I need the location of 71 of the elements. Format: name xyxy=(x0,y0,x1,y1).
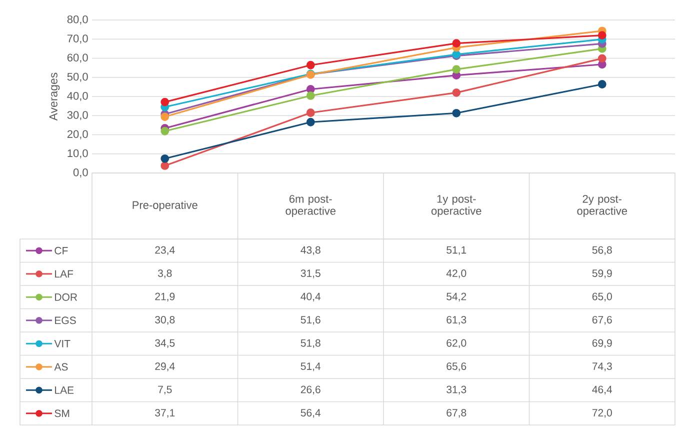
x-tick-label: 2y post-operactive xyxy=(577,195,628,217)
point xyxy=(160,154,170,163)
y-tick-label: 0,0 xyxy=(73,168,88,178)
point xyxy=(306,118,315,126)
y-tick-label: 70,0 xyxy=(67,34,88,44)
data-label: 54,2 xyxy=(446,292,466,302)
data-label: 40,4 xyxy=(300,292,321,302)
data-label: 56,4 xyxy=(300,409,321,418)
legend-label: LAE xyxy=(55,386,74,394)
data-label: 65,0 xyxy=(592,292,612,302)
y-tick-label: 10,0 xyxy=(68,149,88,158)
point xyxy=(306,60,315,70)
y-tick-label: 20,0 xyxy=(67,130,88,140)
y-tick-label: 80,0 xyxy=(67,15,88,25)
x-tick-label: Pre-operative xyxy=(132,200,198,212)
y-tick-label: 50,0 xyxy=(67,72,88,82)
legend-label: EGS xyxy=(55,316,76,324)
data-label: 67,8 xyxy=(446,409,466,418)
data-label: 31,5 xyxy=(300,270,320,278)
legend-label: LAF xyxy=(55,270,74,278)
point xyxy=(598,54,606,63)
data-label: 51,1 xyxy=(446,246,466,255)
data-label: 31,3 xyxy=(446,386,466,394)
data-label: 56,8 xyxy=(592,246,612,255)
point xyxy=(452,108,461,118)
x-tick-label: 6m post-operactive xyxy=(286,195,336,217)
point xyxy=(306,108,315,117)
data-label: 26,6 xyxy=(300,386,320,394)
data-label: 29,4 xyxy=(155,362,175,372)
point xyxy=(452,65,461,74)
point xyxy=(598,31,606,40)
data-label: 37,1 xyxy=(155,409,175,418)
data-label: 51,4 xyxy=(300,362,321,372)
point xyxy=(452,39,461,48)
data-label: 51,8 xyxy=(300,339,320,348)
data-label: 46,4 xyxy=(592,386,612,394)
point xyxy=(452,88,461,97)
point xyxy=(306,92,315,100)
legend-label: AS xyxy=(54,363,68,371)
point xyxy=(160,112,170,121)
data-label: 30,8 xyxy=(155,316,175,325)
data-label: 42,0 xyxy=(446,270,466,278)
legend-label: SM xyxy=(54,410,70,418)
data-label: 43,8 xyxy=(300,246,320,255)
legend-label: VIT xyxy=(54,340,70,348)
data-label: 62,0 xyxy=(446,339,466,348)
legend-label: CF xyxy=(54,246,68,254)
data-label: 67,6 xyxy=(592,316,612,325)
data-label: 72,0 xyxy=(592,409,612,418)
legend-label: DOR xyxy=(55,293,78,301)
data-label: 69,9 xyxy=(592,339,612,348)
y-tick-label: 40,0 xyxy=(67,92,88,102)
point xyxy=(160,162,170,170)
data-label: 74,3 xyxy=(592,362,612,372)
data-label: 59,9 xyxy=(592,270,612,278)
data-label: 3,8 xyxy=(158,270,172,278)
y-tick-label: 30,0 xyxy=(67,111,88,120)
data-label: 61,3 xyxy=(446,316,466,325)
data-label: 21,9 xyxy=(155,292,175,302)
y-axis-title: Averages xyxy=(49,72,60,121)
point xyxy=(598,80,606,88)
data-label: 7,5 xyxy=(158,386,172,394)
point xyxy=(160,98,170,106)
data-label: 51,6 xyxy=(300,316,320,325)
point xyxy=(160,126,170,136)
x-tick-label: 1y post-operactive xyxy=(431,195,482,217)
data-label: 23,4 xyxy=(155,246,175,255)
y-tick-label: 60,0 xyxy=(67,54,88,63)
point xyxy=(306,85,315,94)
data-label: 34,5 xyxy=(155,339,175,348)
data-label: 65,6 xyxy=(446,362,466,372)
